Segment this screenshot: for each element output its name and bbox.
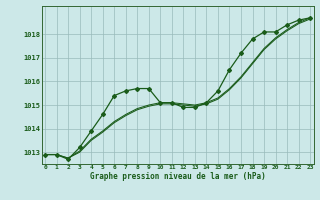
X-axis label: Graphe pression niveau de la mer (hPa): Graphe pression niveau de la mer (hPa) [90, 172, 266, 181]
